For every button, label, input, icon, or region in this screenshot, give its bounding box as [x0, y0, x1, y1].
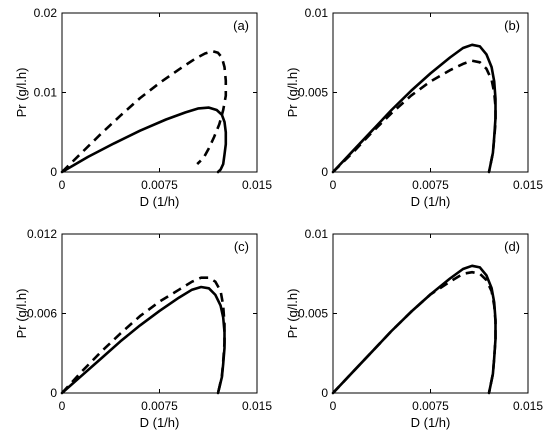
panel-b: 0 0.0075 0.015 0 0.005 0.01 D (1/h) Pr (g/l.h) (…: [285, 6, 543, 209]
x-tick-label: 0.015: [242, 178, 272, 192]
x-axis-title: D (1/h): [140, 415, 180, 430]
y-axis-title: Pr (g/l.h): [14, 289, 29, 339]
series-dashed-line: [332, 270, 497, 394]
plot-frame: [332, 233, 529, 394]
x-axis-title: D (1/h): [411, 415, 451, 430]
x-tick-label: 0: [59, 178, 66, 192]
series-solid-line: [60, 106, 228, 174]
plot-frame: [61, 12, 258, 173]
panel-label: (a): [233, 18, 249, 33]
x-tick-label: 0.0075: [412, 399, 449, 413]
panel-d: 0 0.0075 0.015 0 0.005 0.01 D (1/h) Pr (g/l.h) (…: [285, 227, 543, 430]
series-dashed-line: [61, 276, 226, 394]
x-axis-title: D (1/h): [411, 194, 451, 209]
panel-label: (b): [504, 18, 520, 33]
x-tick-label: 0: [330, 178, 337, 192]
y-tick-label: 0: [321, 165, 328, 179]
y-tick-label: 0.006: [27, 307, 57, 321]
series-dashed-line: [61, 49, 228, 173]
panel-a: 0 0.0075 0.015 0 0.01 0.02 D (1/h) Pr (g/l.h) (a…: [14, 6, 272, 209]
series-dashed-line: [332, 59, 497, 173]
y-tick-label: 0.02: [34, 6, 58, 20]
y-tick-label: 0: [50, 165, 57, 179]
y-tick-label: 0.012: [27, 227, 57, 241]
y-tick-label: 0.005: [298, 307, 328, 321]
panel-label: (c): [234, 239, 249, 254]
x-tick-label: 0.0075: [141, 399, 178, 413]
series-solid-line: [331, 264, 497, 395]
plot-frame: [61, 233, 258, 394]
x-tick-label: 0: [59, 399, 66, 413]
x-tick-label: 0.0075: [412, 178, 449, 192]
y-tick-label: 0.01: [305, 227, 329, 241]
y-tick-label: 0: [321, 386, 328, 400]
panel-c: 0 0.0075 0.015 0 0.006 0.012 D (1/h) Pr (g/l.h)…: [14, 227, 272, 430]
x-tick-label: 0.015: [242, 399, 272, 413]
x-tick-label: 0: [330, 399, 337, 413]
plot-frame: [332, 12, 529, 173]
x-tick-label: 0.0075: [141, 178, 178, 192]
panel-label: (d): [504, 239, 520, 254]
y-axis-title: Pr (g/l.h): [14, 68, 29, 118]
y-tick-label: 0.005: [298, 86, 328, 100]
series-solid-line: [331, 43, 497, 174]
x-tick-label: 0.015: [513, 399, 543, 413]
y-axis-title: Pr (g/l.h): [285, 68, 300, 118]
y-axis-title: Pr (g/l.h): [285, 289, 300, 339]
x-tick-label: 0.015: [513, 178, 543, 192]
y-tick-label: 0.01: [34, 86, 58, 100]
y-tick-label: 0.01: [305, 6, 329, 20]
y-tick-label: 0: [50, 386, 57, 400]
x-axis-title: D (1/h): [140, 194, 180, 209]
series-solid-line: [60, 285, 226, 395]
